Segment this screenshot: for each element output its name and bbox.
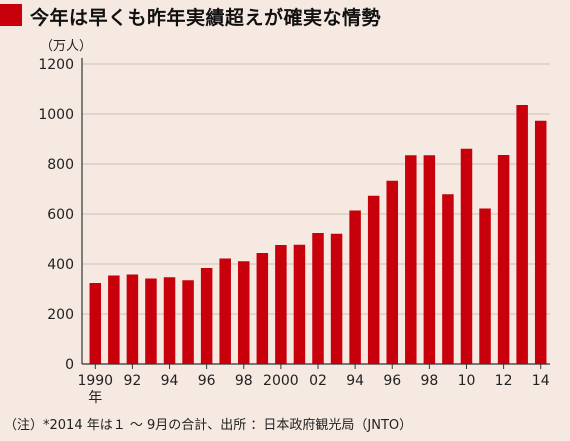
bar-09	[442, 194, 454, 364]
bar-92	[126, 274, 139, 364]
bar-06	[386, 180, 398, 364]
bar-02	[312, 233, 324, 364]
x-tick-label: 02	[309, 373, 327, 389]
bar-91	[108, 275, 120, 364]
bar-10	[460, 148, 473, 364]
x-tick-label: 2000	[263, 373, 299, 389]
y-tick-label: 1200	[38, 57, 74, 73]
x-tick-label: 14	[532, 373, 550, 389]
chart-panel: （万人） 0 200 400 600 800 1000 1200 1990 92 94 96 98 200…	[0, 32, 570, 441]
bar-98	[238, 261, 250, 364]
bar-95	[182, 280, 194, 364]
x-axis-year-suffix: 年	[88, 390, 102, 406]
title-marker	[0, 4, 22, 26]
bar-2000	[275, 245, 287, 364]
y-tick-label: 1000	[38, 107, 74, 123]
chart-title: 今年は早くも昨年実績超えが確実な情勢	[30, 7, 382, 29]
footnote: （注）*2014 年は１ 〜 9月の合計、出所 ：日本政府観光局（JNTO）	[4, 418, 413, 433]
bar-12	[497, 155, 510, 364]
bar-93	[145, 278, 157, 364]
bar-97	[219, 258, 231, 364]
title-bar: 今年は早くも昨年実績超えが確実な情勢	[0, 0, 570, 32]
x-tick-label: 12	[495, 373, 513, 389]
bar-05	[367, 195, 380, 364]
bar-01	[293, 244, 306, 364]
x-tick-label: 10	[458, 373, 476, 389]
bar-99	[256, 253, 269, 364]
x-tick-label: 98	[420, 373, 438, 389]
bar-07	[405, 155, 417, 364]
y-axis-unit-label: （万人）	[40, 39, 92, 54]
bar-chart: （万人） 0 200 400 600 800 1000 1200 1990 92 94 96 98 200…	[38, 39, 550, 406]
y-tick-label: 800	[47, 157, 74, 173]
bar-94	[163, 277, 176, 364]
bar-11	[479, 208, 491, 364]
bar-13	[516, 105, 528, 364]
y-tick-label: 0	[65, 357, 74, 373]
bar-04	[349, 210, 361, 364]
x-tick-label: 92	[123, 373, 141, 389]
x-tick-label: 96	[383, 373, 401, 389]
y-tick-label: 200	[47, 307, 74, 323]
bar-14	[534, 120, 547, 364]
y-tick-label: 600	[47, 207, 74, 223]
bar-1990	[89, 283, 102, 364]
y-tick-label: 400	[47, 257, 74, 273]
bar-03	[330, 233, 343, 364]
bar-96	[200, 268, 213, 364]
x-tick-label: 98	[235, 373, 253, 389]
x-tick-label: 1990	[77, 373, 113, 389]
x-tick-label: 94	[346, 373, 364, 389]
bar-08	[423, 155, 436, 364]
x-tick-label: 96	[198, 373, 216, 389]
x-tick-label: 94	[161, 373, 179, 389]
